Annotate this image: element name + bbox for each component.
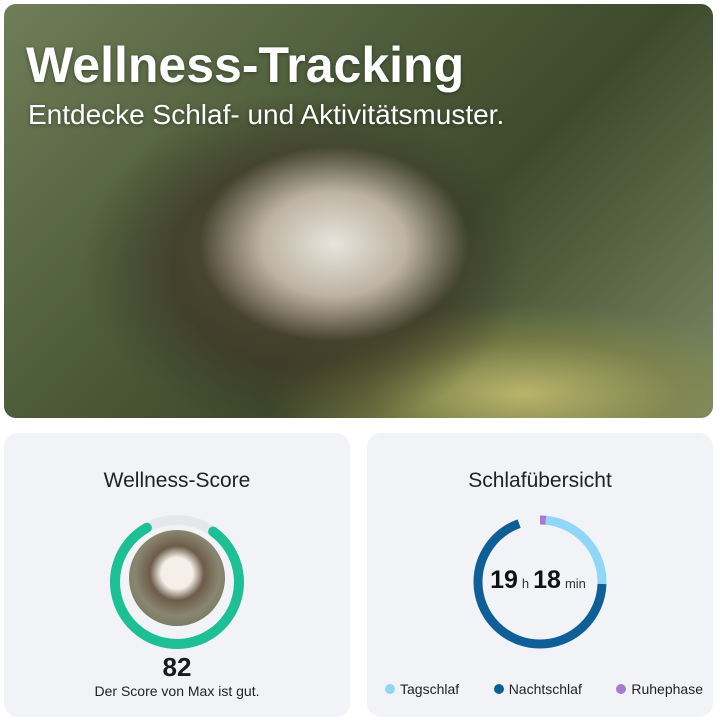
sleep-ring [473, 515, 607, 649]
sleep-minutes: 18 [533, 566, 561, 594]
legend-dot-icon [616, 684, 627, 694]
sleep-segment-tagschlaf [473, 515, 607, 649]
minutes-unit: min [564, 576, 586, 591]
legend-item-ruhephase: Ruhephase [616, 681, 703, 697]
sleep-hours: 19 [490, 566, 518, 594]
legend-dot-icon [385, 684, 395, 694]
legend-item-tagschlaf: Tagschlaf [385, 681, 459, 697]
sleep-total: 19 h 18 min [367, 566, 713, 595]
card-title: Schlafübersicht [468, 469, 612, 492]
legend-dot-icon [493, 684, 504, 694]
card-title: Wellness-Score [103, 469, 251, 492]
hero-title: Wellness-Tracking [26, 37, 465, 93]
sleep-segment-ruhephase [473, 515, 607, 649]
sleep-overview-card[interactable]: Schlafübersicht 19 h 18 min Tagschlaf Nacht… [367, 433, 713, 717]
sleep-legend: Tagschlaf Nachtschlaf Ruhephase [385, 681, 703, 697]
wellness-score-card[interactable]: Wellness-Score 82 Der Score von Max ist … [4, 433, 350, 717]
score-ring-fill [110, 515, 244, 649]
legend-item-nachtschlaf: Nachtschlaf [493, 681, 582, 697]
hero-banner: Wellness-Tracking Entdecke Schlaf- und A… [4, 4, 713, 418]
score-value: 82 [162, 652, 192, 682]
hero-subtitle: Entdecke Schlaf- und Aktivitätsmuster. [28, 99, 505, 130]
pet-avatar [129, 530, 225, 626]
score-ring [110, 515, 244, 649]
sleep-segment-nachtschlaf [473, 515, 607, 649]
score-message: Der Score von Max ist gut. [94, 683, 260, 699]
hours-unit: h [521, 576, 530, 591]
